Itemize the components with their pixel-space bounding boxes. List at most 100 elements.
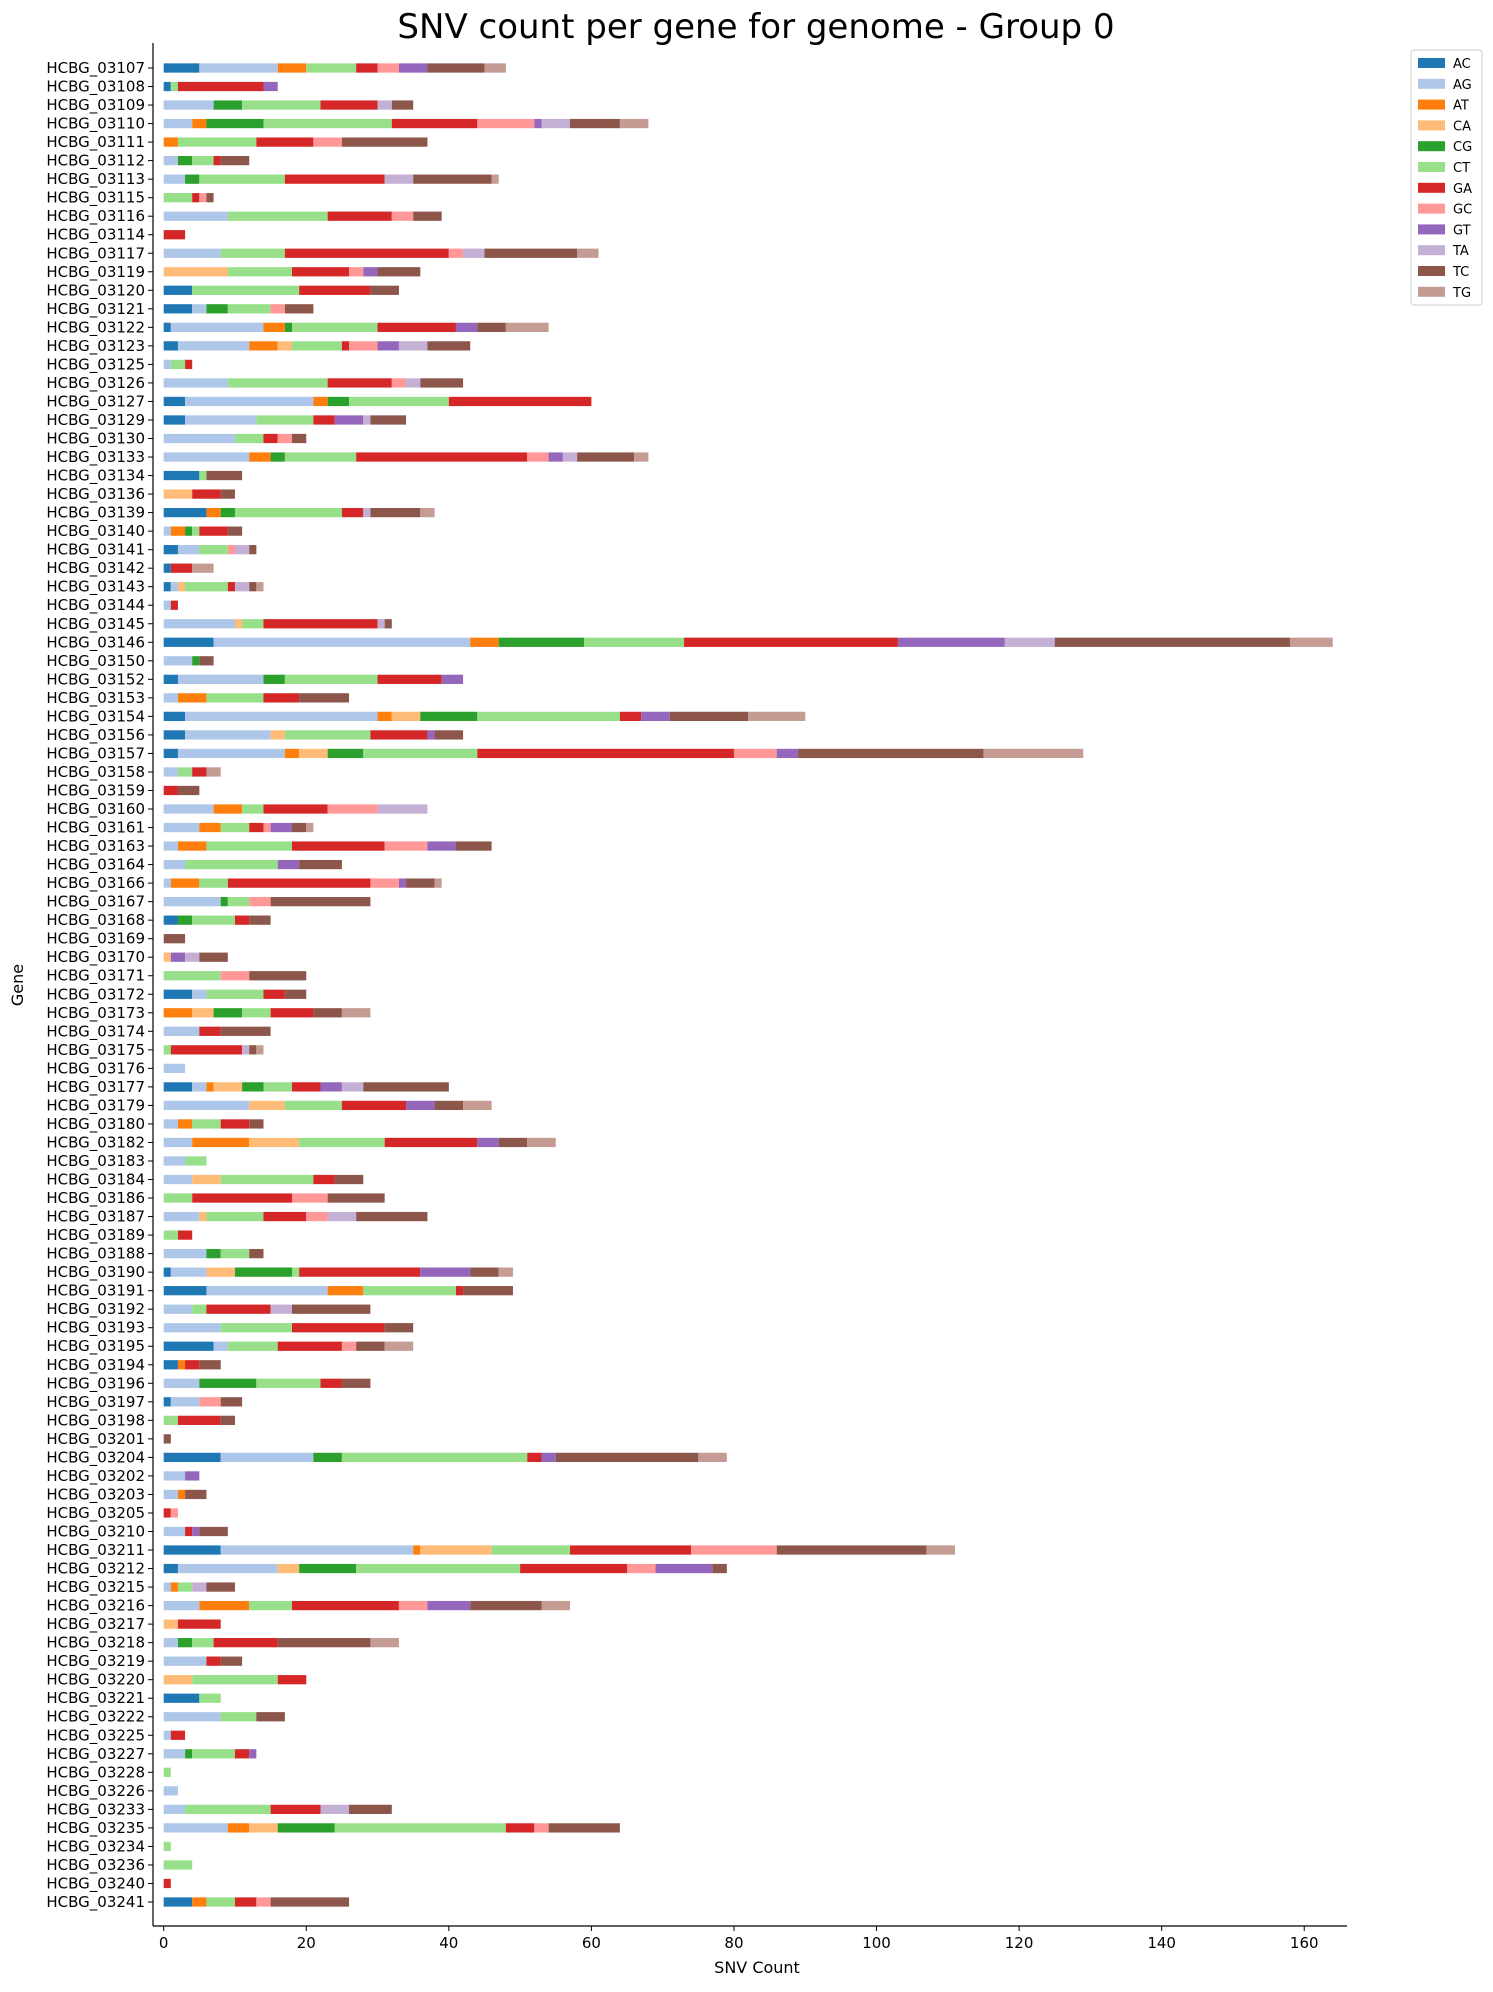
bar-segment-gt [363,267,378,277]
y-tick-label: HCBG_03167 [46,893,145,912]
bar-segment-ac [163,545,178,555]
bar-segment-tc [249,915,271,925]
bar-segment-tc [299,693,350,703]
bar-segment-tg [341,1008,371,1018]
bar-segment-ct [242,804,264,814]
y-tick-label: HCBG_03175 [46,1041,145,1060]
y-tick-label: HCBG_03134 [46,467,145,486]
bar-segment-ga [327,211,392,221]
bar-segment-ac [163,341,178,351]
bar-segment-ga [320,100,378,110]
bar-segment-ct [220,1323,292,1333]
bar-segment-cg [185,526,193,536]
bar-segment-ct [299,1137,385,1148]
y-tick-label: HCBG_03139 [46,504,145,523]
bar-segment-ga [313,415,335,425]
bar-segment-gt [398,63,428,73]
bar-segment-ag [163,1026,200,1036]
bar-segment-ag [163,841,178,851]
bar-segment-cg [234,1267,293,1277]
y-tick-label: HCBG_03225 [46,1726,145,1745]
bar-segment-ac [163,637,214,647]
bar-segment-ag [163,1063,186,1073]
bar-segment-ag [163,1786,178,1796]
bar-segment-ca [163,267,228,277]
bar-segment-ga [192,489,221,499]
bar-segment-tc [420,378,464,388]
x-axis-ticks: 0 20 40 60 80 100 120 140 160 [159,1926,1319,1952]
bar-segment-tc [384,619,392,629]
legend-swatch-tc [1418,266,1445,276]
bar-segment-tg [491,174,499,184]
bar-segment-ag [220,1545,414,1555]
bar-segment-ag [163,1600,200,1611]
bar-segment-ag [163,1119,178,1129]
y-tick-label: HCBG_03123 [46,337,145,356]
bar-segment-ga [619,711,642,722]
bar-segment-ct [284,452,357,462]
bar-segment-gt [534,118,542,129]
bar-segment-tg [420,507,435,518]
bar-segment-ag [163,359,171,370]
bar-segment-at [177,1489,186,1500]
bar-segment-gc [384,841,428,851]
bar-segment-ct [256,1378,321,1388]
bar-segment-ct [249,1600,292,1611]
bar-segment-tc [292,822,307,833]
bar-segment-tc [177,785,200,796]
bar-segment-gc [627,1563,656,1574]
legend: AC AG AT CA CG CT GA GC GT TA TC TG [1410,49,1483,306]
bar-segment-at [177,1119,193,1129]
bar-segment-ag [163,1582,171,1592]
bar-segment-ct [584,637,685,647]
bar-segment-ga [384,1137,478,1148]
y-tick-label: HCBG_03240 [46,1874,145,1893]
bar-segment-ag [177,545,200,555]
bar-segment-ac [163,1897,193,1907]
bar-segment-ag [199,63,278,73]
bar-segment-gc [349,341,378,351]
bar-segment-ag [163,174,186,184]
bar-segment-ct [242,100,321,110]
bar-segment-ct [170,359,186,370]
bar-segment-ag [213,1341,228,1351]
bar-segment-ca [249,1823,278,1833]
bar-segment-ag [163,433,235,444]
bar-segment-tc [477,322,506,332]
bar-segment-ct [163,1767,171,1777]
bar-segment-tc [434,1100,464,1111]
bar-segment-tc [356,1211,428,1222]
bar-segment-ga [192,1193,293,1203]
bar-segment-ag [192,1082,207,1092]
y-tick-label: HCBG_03142 [46,559,145,578]
bar-segment-ct [477,711,620,722]
bar-segment-ac [163,1545,221,1555]
bar-segment-tc [313,1008,342,1018]
bar-segment-ag [163,1211,200,1222]
bar-segment-ag [163,1656,207,1666]
bar-segment-gt [398,878,407,888]
bar-segment-tc [570,118,620,129]
bar-segment-ct [199,174,285,184]
y-tick-label: HCBG_03153 [46,689,145,708]
bar-segment-tc [220,1656,243,1666]
bar-segment-ga [177,1619,221,1629]
bar-segment-tc [199,1526,228,1537]
bar-segment-ga [234,1897,257,1907]
bar-segment-ct [227,378,328,388]
bar-segment-tc [798,748,984,759]
y-tick-label: HCBG_03141 [46,541,145,560]
bar-segment-ag [177,341,250,351]
bar-segment-ac [163,304,193,314]
bar-segment-cg [270,452,285,462]
bar-segment-tg [577,248,599,258]
y-tick-label: HCBG_03121 [46,300,145,319]
bar-segment-ct [206,1897,235,1907]
y-tick-label: HCBG_03168 [46,911,145,930]
bar-segment-gc [277,433,293,444]
bar-segment-tc [377,267,421,277]
bar-segment-ct [227,267,293,277]
bar-segment-tc [249,545,257,555]
bar-segment-ct [177,1582,193,1592]
bar-segment-ac [163,470,200,481]
